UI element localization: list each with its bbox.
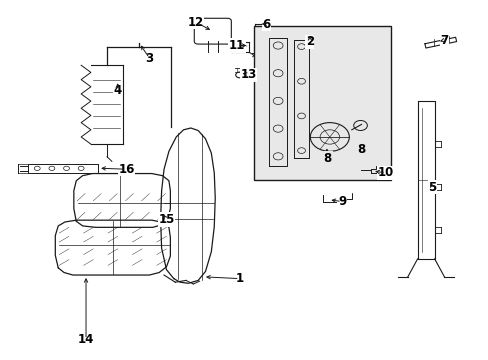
Text: 7: 7: [440, 33, 447, 47]
Text: 8: 8: [357, 143, 365, 156]
Text: 14: 14: [78, 333, 94, 346]
Circle shape: [257, 30, 260, 32]
Text: 9: 9: [337, 195, 346, 208]
Text: 16: 16: [118, 163, 134, 176]
Bar: [254, 26, 390, 180]
Text: 15: 15: [158, 213, 174, 226]
Text: 8: 8: [323, 152, 331, 165]
Text: 1: 1: [235, 272, 243, 285]
Circle shape: [257, 41, 260, 44]
Text: 13: 13: [240, 68, 256, 81]
Text: 10: 10: [377, 166, 393, 179]
Text: 6: 6: [262, 18, 270, 31]
Circle shape: [257, 36, 260, 38]
Text: 2: 2: [305, 35, 313, 49]
Text: 12: 12: [187, 16, 203, 29]
Text: 11: 11: [228, 39, 245, 52]
Text: 4: 4: [113, 84, 122, 97]
Text: 5: 5: [427, 181, 435, 194]
Text: 3: 3: [145, 51, 153, 64]
